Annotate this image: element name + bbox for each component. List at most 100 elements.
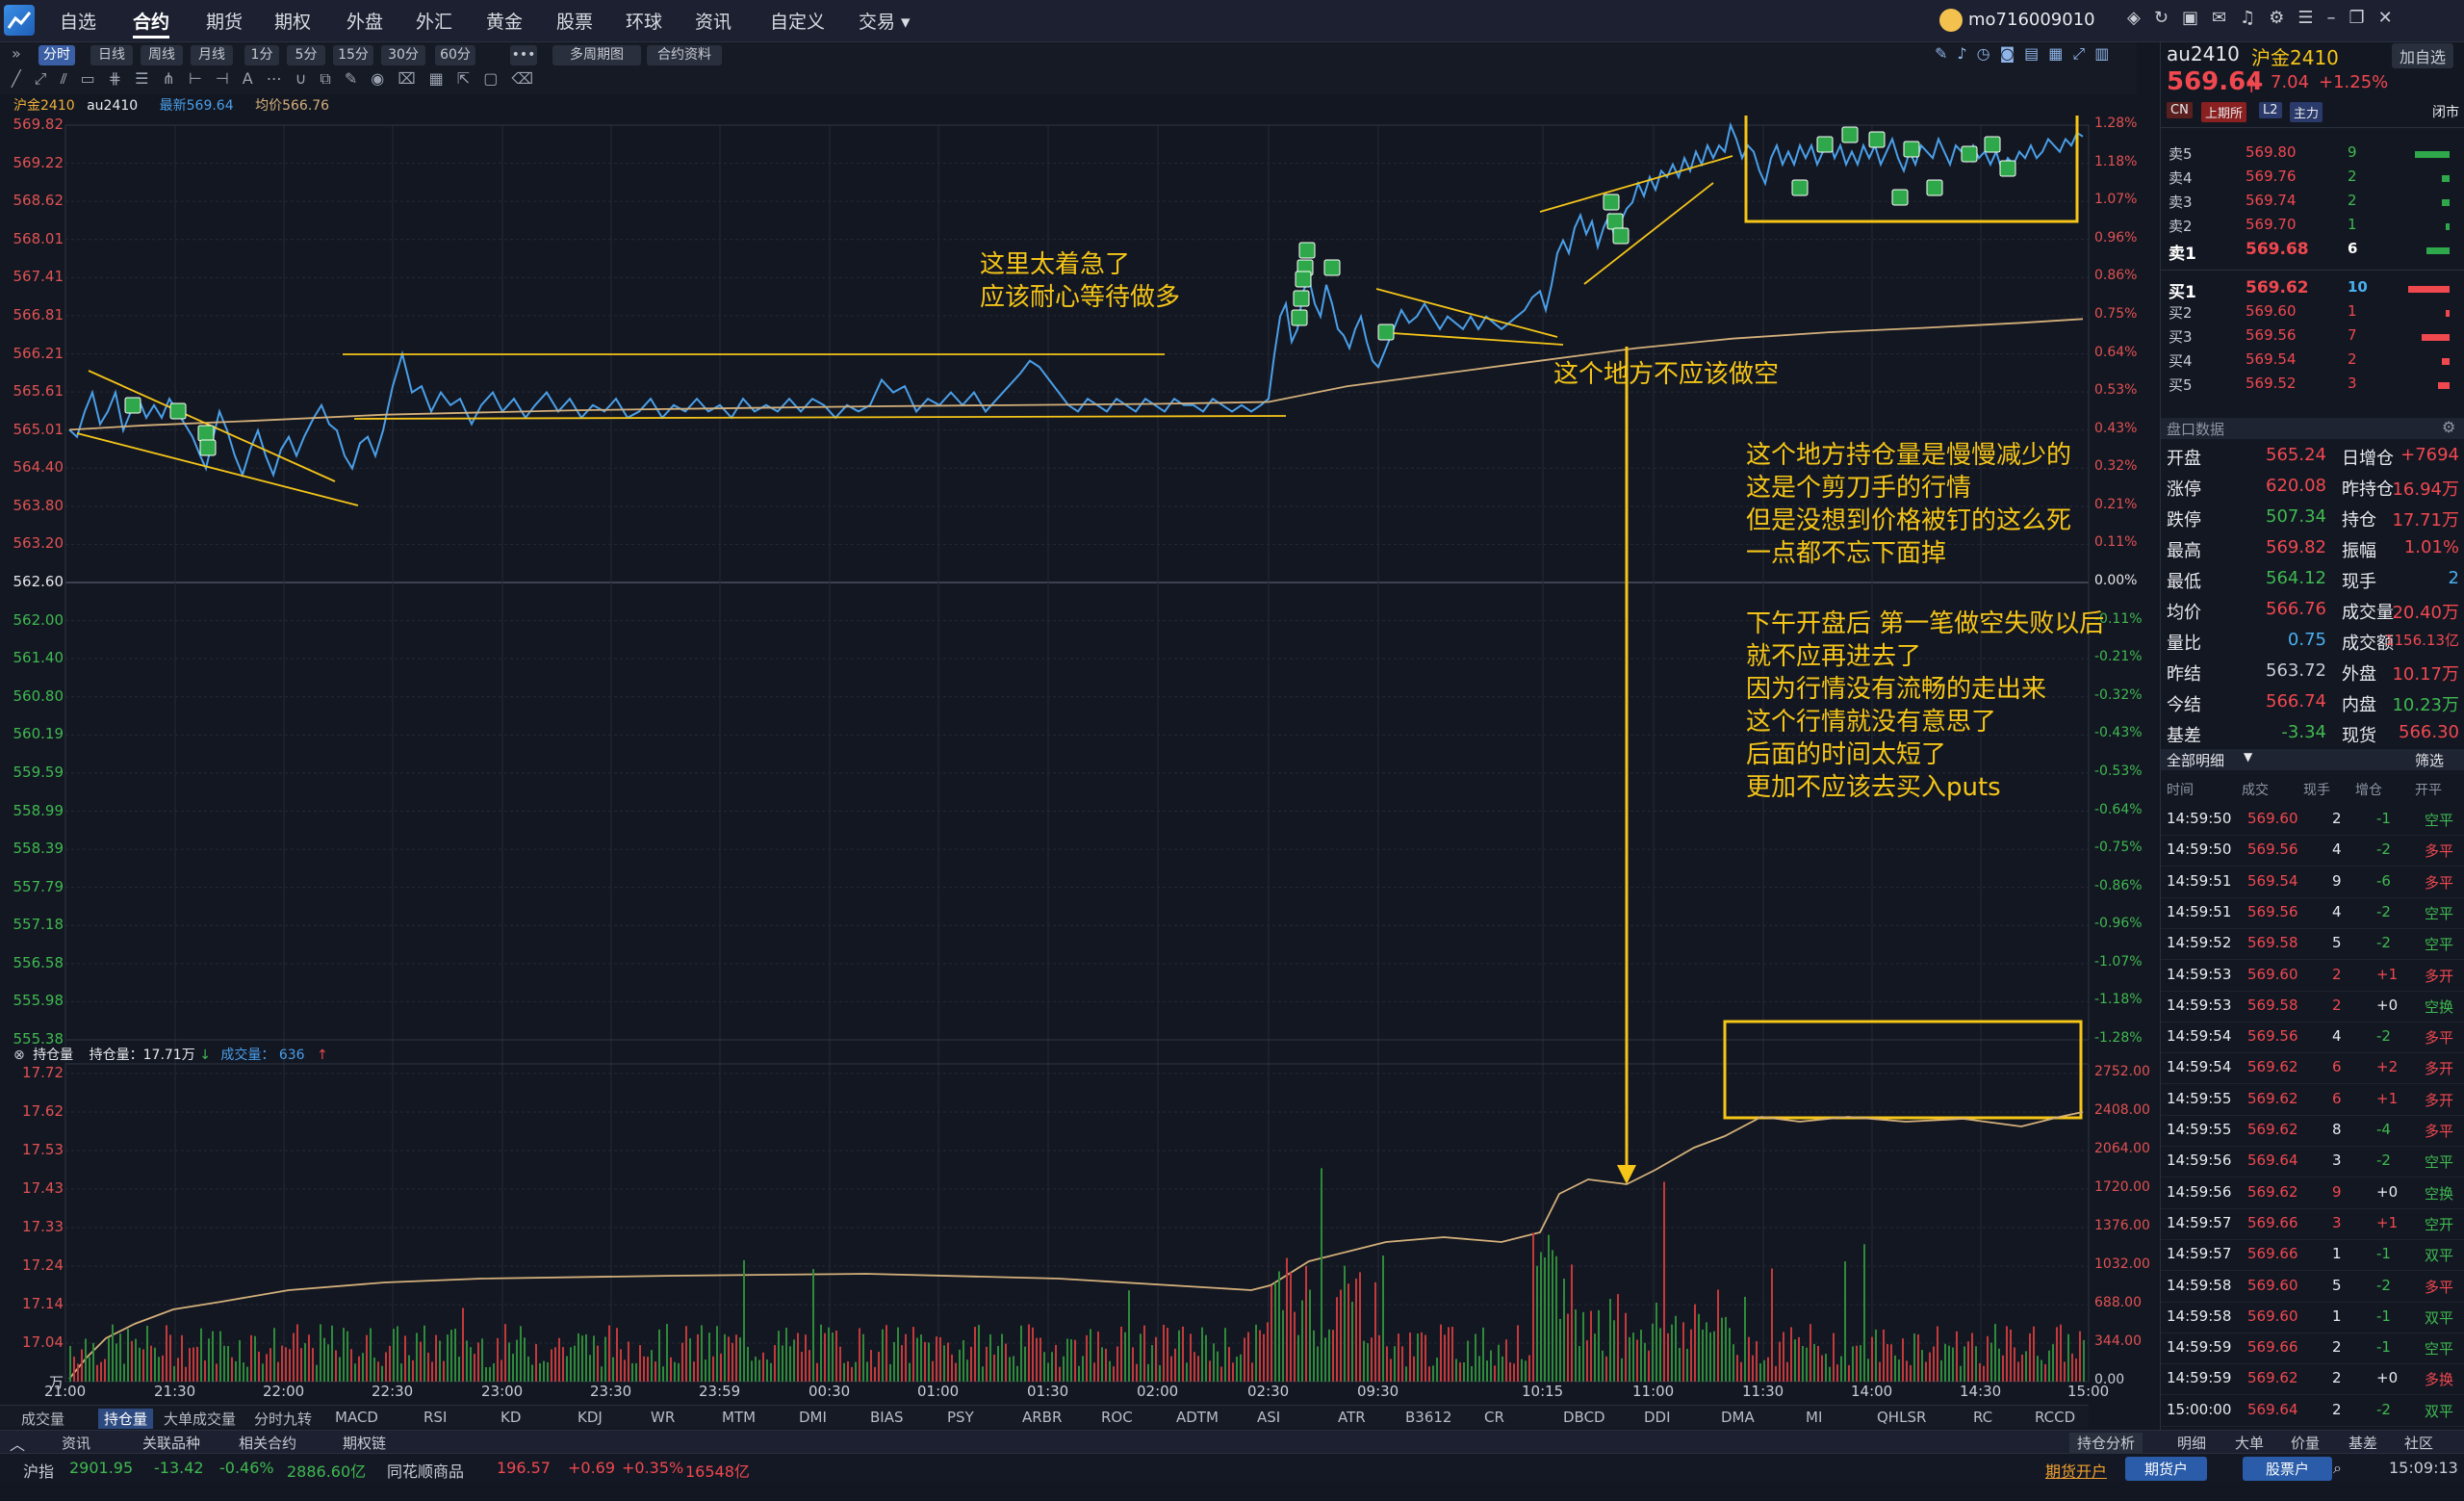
- menu-交易[interactable]: 交易 ▾: [859, 12, 911, 33]
- multi-period-button[interactable]: 多周期图: [552, 45, 641, 65]
- close-icon[interactable]: ✕: [2377, 8, 2406, 28]
- indicator-持仓量[interactable]: 持仓量: [98, 1409, 154, 1429]
- bid-row[interactable]: 买1 569.62 10: [2169, 278, 2457, 302]
- expand-icon[interactable]: ⤢: [2072, 44, 2095, 63]
- menu-股票[interactable]: 股票: [556, 12, 594, 33]
- trade-row[interactable]: 14:59:51 569.54 9 -6 多平: [2161, 867, 2464, 898]
- indicator-WR[interactable]: WR: [651, 1409, 676, 1426]
- fib-tool-icon[interactable]: ⋕: [108, 69, 136, 88]
- indicator-BIAS[interactable]: BIAS: [870, 1409, 904, 1426]
- indicator-KDJ[interactable]: KDJ: [578, 1409, 603, 1426]
- trade-row[interactable]: 14:59:57 569.66 1 -1 双平: [2161, 1240, 2464, 1272]
- pitchfork-tool-icon[interactable]: ⋔: [162, 69, 189, 88]
- indicator-MTM[interactable]: MTM: [722, 1409, 757, 1426]
- right-tab-社区[interactable]: 社区: [2404, 1435, 2434, 1452]
- pen-icon[interactable]: ✎: [1935, 44, 1958, 63]
- trade-row[interactable]: 14:59:50 569.56 4 -2 多平: [2161, 836, 2464, 867]
- indicator-ASI[interactable]: ASI: [1257, 1409, 1281, 1426]
- trash-icon[interactable]: ⌧: [398, 69, 429, 88]
- menu-外汇[interactable]: 外汇: [416, 12, 453, 33]
- ask-row[interactable]: 卖4 569.76 2: [2169, 168, 2457, 192]
- indicator-DBCD[interactable]: DBCD: [1563, 1409, 1605, 1426]
- trade-row[interactable]: 14:59:55 569.62 8 -4 多平: [2161, 1116, 2464, 1147]
- open-futures-link[interactable]: 期货开户: [2045, 1462, 2108, 1481]
- oi-analysis-button[interactable]: 持仓分析: [2069, 1433, 2143, 1453]
- eye-icon[interactable]: ◉: [371, 69, 398, 88]
- collapse-icon[interactable]: »: [12, 44, 21, 63]
- indicator-ROC[interactable]: ROC: [1101, 1409, 1133, 1426]
- ask-row[interactable]: 卖2 569.70 1: [2169, 216, 2457, 240]
- measure-tool-icon[interactable]: ⊢: [188, 69, 216, 88]
- layer-icon[interactable]: ◈: [2127, 8, 2154, 28]
- more-button[interactable]: •••: [510, 45, 537, 65]
- indicator-QHLSR[interactable]: QHLSR: [1877, 1409, 1927, 1426]
- timeframe-分时[interactable]: 分时: [38, 45, 75, 65]
- intraday-chart[interactable]: [0, 116, 2156, 1386]
- minimize-icon[interactable]: –: [2326, 8, 2349, 28]
- futures-account-button[interactable]: 期货户: [2125, 1457, 2208, 1481]
- timeframe-30分[interactable]: 30分: [381, 45, 425, 65]
- ths-name[interactable]: 同花顺商品: [387, 1462, 465, 1481]
- trade-row[interactable]: 14:59:53 569.60 2 +1 多开: [2161, 961, 2464, 992]
- indicator-ATR[interactable]: ATR: [1338, 1409, 1366, 1426]
- trade-row[interactable]: 14:59:55 569.62 6 +1 多开: [2161, 1085, 2464, 1116]
- indicator-DMA[interactable]: DMA: [1721, 1409, 1755, 1426]
- timeframe-月线[interactable]: 月线: [191, 45, 233, 65]
- indicator-ARBR[interactable]: ARBR: [1022, 1409, 1063, 1426]
- timeframe-1分[interactable]: 1分: [244, 45, 279, 65]
- menu-环球[interactable]: 环球: [626, 12, 663, 33]
- bid-row[interactable]: 买2 569.60 1: [2169, 302, 2457, 326]
- lock-icon[interactable]: ⧉: [320, 69, 345, 88]
- indicator-RC[interactable]: RC: [1973, 1409, 1993, 1426]
- shz-name[interactable]: 沪指: [23, 1462, 55, 1481]
- layout-icon[interactable]: ▦: [428, 69, 457, 88]
- refresh-icon[interactable]: ↻: [2153, 8, 2182, 28]
- menu-黄金[interactable]: 黄金: [486, 12, 524, 33]
- ray-tool-icon[interactable]: ⤢: [34, 69, 61, 88]
- brush-icon[interactable]: ✎: [344, 69, 372, 88]
- copy-icon[interactable]: ▤: [2024, 44, 2049, 63]
- add-favorite-button[interactable]: 加自选: [2392, 43, 2454, 68]
- trade-row[interactable]: 14:59:59 569.62 2 +0 多换: [2161, 1364, 2464, 1396]
- trade-row[interactable]: 14:59:59 569.66 2 -1 空平: [2161, 1333, 2464, 1365]
- indicator-RCCD[interactable]: RCCD: [2035, 1409, 2076, 1426]
- more-tools-icon[interactable]: ⋯: [266, 69, 295, 88]
- indicator-RSI[interactable]: RSI: [424, 1409, 448, 1426]
- trade-row[interactable]: 14:59:58 569.60 1 -1 双平: [2161, 1303, 2464, 1333]
- ask-row[interactable]: 卖5 569.80 9: [2169, 143, 2457, 168]
- bottom-tab-资讯[interactable]: 资讯: [62, 1435, 91, 1452]
- menu-合约[interactable]: 合约: [133, 8, 170, 39]
- range-tool-icon[interactable]: ⊣: [215, 69, 243, 88]
- alert-icon[interactable]: ♪: [1957, 44, 1977, 63]
- detail-title[interactable]: 全部明细: [2167, 752, 2225, 769]
- gear-icon[interactable]: ⚙: [2269, 8, 2298, 28]
- eraser-icon[interactable]: ⌫: [511, 69, 547, 88]
- bid-row[interactable]: 买3 569.56 7: [2169, 326, 2457, 350]
- close-sub-icon[interactable]: ⊗: [13, 1048, 25, 1063]
- magnet-icon[interactable]: ∪: [295, 69, 321, 88]
- timeframe-15分[interactable]: 15分: [333, 45, 373, 65]
- ask-row[interactable]: 卖3 569.74 2: [2169, 192, 2457, 216]
- timeframe-日线[interactable]: 日线: [90, 45, 133, 65]
- hline-tool-icon[interactable]: ☰: [135, 69, 163, 88]
- bottom-tab-期权链[interactable]: 期权链: [343, 1435, 387, 1452]
- indicator-B3612[interactable]: B3612: [1405, 1409, 1452, 1426]
- indicator-分时九转[interactable]: 分时九转: [254, 1410, 313, 1428]
- trade-row[interactable]: 14:59:54 569.62 6 +2 多开: [2161, 1053, 2464, 1085]
- bottom-tab-关联品种[interactable]: 关联品种: [142, 1435, 201, 1452]
- menu-期货[interactable]: 期货: [206, 12, 244, 33]
- bid-row[interactable]: 买4 569.54 2: [2169, 350, 2457, 375]
- indicator-DDI[interactable]: DDI: [1644, 1409, 1671, 1426]
- line-tool-icon[interactable]: ╱: [12, 69, 35, 88]
- stock-account-button[interactable]: 股票户: [2243, 1457, 2333, 1481]
- trade-row[interactable]: 14:59:50 569.60 2 -1 空平: [2161, 805, 2464, 836]
- timeframe-周线[interactable]: 周线: [141, 45, 183, 65]
- text-tool-icon[interactable]: A: [242, 69, 267, 88]
- share-icon[interactable]: ⇱: [456, 69, 484, 88]
- menu-外盘[interactable]: 外盘: [346, 12, 384, 33]
- filter-button[interactable]: 筛选: [2415, 752, 2445, 769]
- indicator-DMI[interactable]: DMI: [799, 1409, 827, 1426]
- trade-row[interactable]: 14:59:57 569.66 3 +1 空开: [2161, 1209, 2464, 1240]
- bid-row[interactable]: 买5 569.52 3: [2169, 375, 2457, 399]
- app-logo-icon[interactable]: [4, 5, 35, 36]
